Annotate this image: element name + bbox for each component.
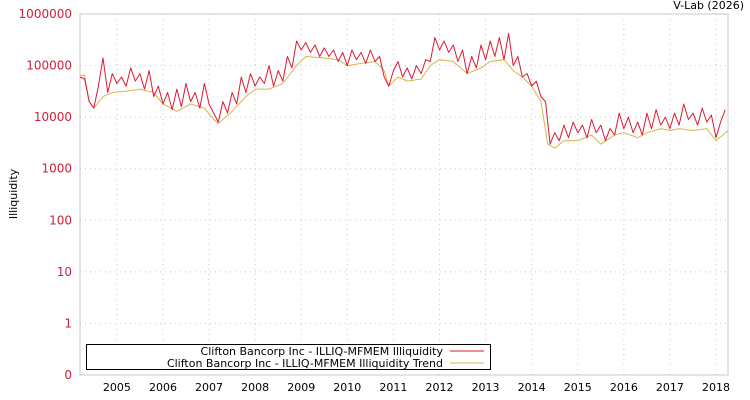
x-axis: 2005 2006 2007 2008 2009 2010 2011 2012 2013 2014… [103,381,730,394]
legend-label-trend: Clifton Bancorp Inc - ILLIQ-MFMEM Illiqu… [167,357,443,370]
series-lines [79,32,729,149]
x-tick-label: 2009 [287,381,315,394]
y-tick-label: 10000 [34,110,72,124]
x-tick-label: 2007 [195,381,223,394]
x-tick-label: 2015 [564,381,592,394]
y-axis-label: Illiquidity [7,168,20,219]
plot-area-border [79,13,729,376]
x-tick-label: 2011 [379,381,407,394]
chart-title: V-Lab (2026) [673,0,744,12]
x-tick-label: 2014 [518,381,546,394]
y-tick-label: 10 [57,265,72,279]
x-tick-label: 2006 [149,381,177,394]
trend-line [80,55,729,149]
illiquidity-line [79,32,726,145]
legend-box [86,344,491,370]
y-tick-label: 100000 [26,59,72,73]
x-tick-label: 2013 [472,381,500,394]
y-tick-label: 100 [49,213,72,227]
x-tick-label: 2017 [656,381,684,394]
x-tick-label: 2018 [702,381,730,394]
x-tick-label: 2010 [333,381,361,394]
y-tick-label: 1000 [41,162,72,176]
legend-label-illiquidity: Clifton Bancorp Inc - ILLIQ-MFMEM Illiqu… [201,345,444,358]
grid [80,13,728,376]
x-tick-label: 2012 [425,381,453,394]
legend: Clifton Bancorp Inc - ILLIQ-MFMEM Illiqu… [86,344,491,370]
y-tick-label: 1000000 [19,7,72,21]
x-tick-label: 2005 [103,381,131,394]
y-tick-label: 0 [64,368,72,382]
x-tick-label: 2008 [241,381,269,394]
y-tick-label: 1 [64,316,72,330]
x-tick-label: 2016 [610,381,638,394]
